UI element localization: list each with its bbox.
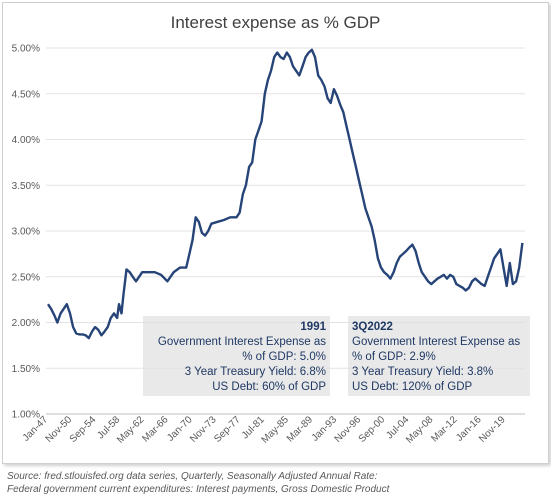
annotation-1991-line: Government Interest Expense as [157, 336, 326, 348]
annotation-1991: 1991 Government Interest Expense as % of… [143, 316, 330, 396]
x-tick-label: Mar-66 [140, 414, 170, 444]
y-tick-label: 4.50% [12, 89, 40, 100]
y-tick-label: 1.50% [12, 364, 40, 375]
annotation-1991-line: % of GDP: 5.0% [242, 351, 326, 363]
y-tick-label: 2.50% [12, 272, 40, 283]
y-tick-label: 1.00% [12, 410, 40, 421]
x-tick-label: Sep-00 [357, 414, 388, 445]
source-note: Source: fred.stlouisfed.org data series,… [7, 470, 389, 496]
source-line: Federal government current expenditures:… [7, 484, 390, 495]
x-tick-label: May-08 [404, 414, 436, 446]
y-tick-label: 4.00% [12, 135, 40, 146]
x-axis-ticks: Jan-47Nov-50Sep-54Jul-58May-62Mar-66Jan-… [21, 414, 508, 446]
interest-expense-line [47, 48, 524, 340]
x-tick-label: Mar-12 [429, 414, 459, 444]
x-tick-label: May-85 [260, 414, 292, 446]
y-tick-label: 3.00% [12, 227, 40, 238]
x-tick-label: Mar-89 [285, 414, 315, 444]
x-tick-label: May-62 [115, 414, 147, 446]
source-line: Source: fred.stlouisfed.org data series,… [7, 471, 378, 482]
x-tick-label: Sep-54 [68, 414, 99, 445]
x-tick-label: Nov-19 [477, 414, 508, 445]
annotation-1991-line: US Debt: 60% of GDP [212, 381, 326, 393]
y-axis-ticks: 1.00% 1.50% 2.00% 2.50% 3.00% 3.50% 4.00% 4.50%… [12, 44, 40, 421]
annotation-3q2022-line: 3 Year Treasury Yield: 3.8% [352, 366, 494, 378]
x-tick-label: Sep-77 [212, 414, 243, 445]
annotation-3q2022-line: % of GDP: 2.9% [352, 351, 436, 363]
y-tick-label: 5.00% [12, 44, 40, 55]
annotation-3q2022-head: 3Q2022 [352, 321, 393, 333]
annotation-3q2022-line: Government Interest Expense as [352, 336, 521, 348]
gridlines [46, 47, 525, 369]
annotation-1991-head: 1991 [300, 321, 326, 333]
annotation-1991-line: 3 Year Treasury Yield: 6.8% [184, 366, 326, 378]
chart-title: Interest expense as % GDP [170, 13, 381, 32]
annotation-3q2022-line: US Debt: 120% of GDP [352, 381, 473, 393]
y-tick-label: 3.50% [12, 181, 40, 192]
annotation-3q2022: 3Q2022 Government Interest Expense as % … [348, 316, 530, 396]
y-tick-label: 2.00% [12, 318, 40, 329]
